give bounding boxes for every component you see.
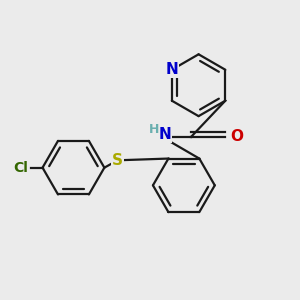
Text: S: S [112, 153, 123, 168]
Text: Cl: Cl [13, 161, 28, 175]
Text: O: O [230, 129, 243, 144]
Text: H: H [149, 123, 160, 136]
Text: N: N [159, 127, 172, 142]
Text: N: N [165, 62, 178, 77]
